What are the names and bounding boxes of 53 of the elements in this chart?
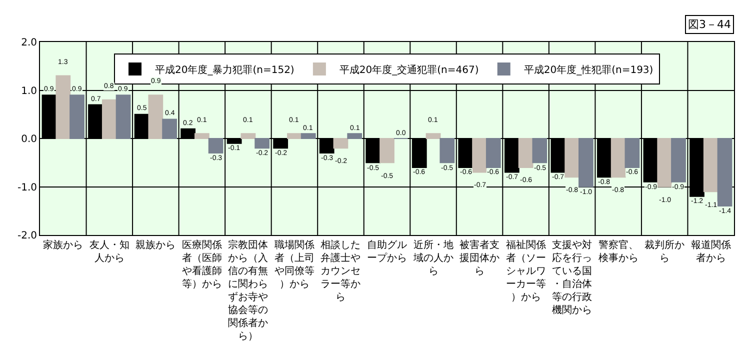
bar (287, 133, 302, 139)
legend-label: 平成20年度_暴力犯罪(n=152) (155, 64, 294, 76)
bar (532, 138, 548, 164)
bar (148, 94, 164, 139)
bar (380, 138, 394, 164)
x-tick-label: 報道関係者から (690, 239, 731, 264)
bar (472, 138, 487, 173)
bar (717, 138, 732, 207)
bar (70, 94, 84, 139)
bar (300, 133, 316, 139)
y-tick-label: 2.0 (21, 38, 37, 48)
bar (162, 118, 177, 139)
bar (657, 138, 672, 188)
x-tick-label: 被害者支援団体から (460, 239, 500, 277)
x-tick-label: 相談した弁護士やカウンセラー等から (320, 239, 361, 303)
bar (486, 138, 501, 168)
bar (116, 94, 131, 139)
bar (578, 138, 594, 188)
bar (703, 138, 718, 192)
legend-label: 平成20年度_性犯罪(n=193) (524, 64, 654, 76)
x-tick-label: 家族から (43, 239, 84, 251)
bar (610, 138, 626, 178)
bar (426, 133, 441, 139)
bar (333, 138, 348, 149)
x-tick-label: 近所・地域の人から (412, 239, 454, 277)
x-tick-label: 宗教団体から（入信の有無に関わらずお寺や協会等の関係者から） (228, 239, 268, 342)
bar (254, 138, 270, 149)
bar (347, 133, 362, 139)
bar (208, 138, 224, 154)
bar (102, 99, 117, 139)
bar (56, 75, 71, 139)
bar (671, 138, 686, 182)
bar (240, 133, 256, 139)
bar (564, 138, 580, 178)
x-tick-label: 警察官、検事から (598, 239, 638, 264)
chart-title: 図3－44 (688, 18, 731, 31)
x-tick-label: 医療関係者（医師や看護師等）から (182, 239, 222, 290)
x-tick-label: 職場関係者（上司や同僚等）から (274, 239, 314, 290)
y-tick-label: 0.0 (21, 134, 37, 145)
bar (194, 133, 210, 139)
x-tick-label: 親族から (136, 239, 176, 251)
x-tick-label: 自助グループから (367, 239, 407, 264)
x-tick-label: 裁判所から (644, 239, 685, 264)
x-tick-label: 支援や対応を行っている国・自治体等の行政機関から (552, 239, 592, 316)
y-tick-label: -2.0 (17, 230, 37, 242)
legend-label: 平成20年度_交通犯罪(n=467) (339, 64, 479, 76)
bar (440, 138, 455, 164)
x-tick-label: 福祉関係者（ソーシャルワーカー等）から (506, 239, 546, 303)
y-tick-label: -1.0 (17, 182, 37, 194)
bar (518, 138, 534, 168)
x-tick-label: 友人・知人から (89, 239, 130, 264)
y-tick-label: 1.0 (21, 86, 37, 97)
bar (624, 138, 640, 168)
